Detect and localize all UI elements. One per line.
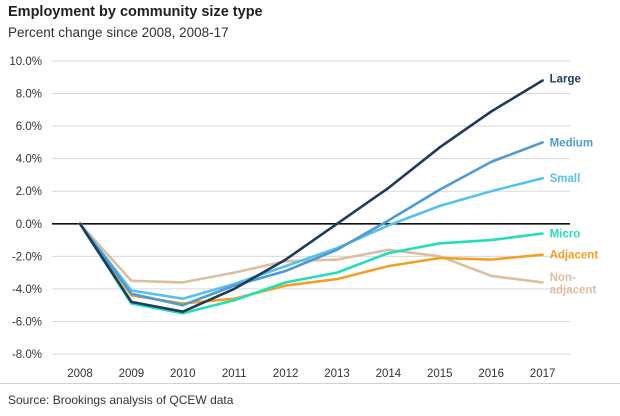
chart-title: Employment by community size type [8, 4, 263, 20]
x-tick-label: 2015 [427, 368, 453, 380]
y-tick-label: -8.0% [12, 349, 42, 361]
series-line-medium [78, 141, 544, 307]
source-divider [0, 383, 620, 384]
y-tick-label: 2.0% [16, 186, 42, 198]
series-line-non-adjacent [78, 222, 544, 284]
x-tick-label: 2014 [376, 368, 402, 380]
series-label-small: Small [550, 173, 581, 185]
series-line-adjacent [78, 222, 544, 305]
x-tick-label: 2012 [273, 368, 299, 380]
y-tick-label: 4.0% [16, 154, 42, 166]
x-tick-label: 2011 [222, 368, 247, 380]
y-tick-label: -6.0% [12, 316, 42, 328]
series-label-large: Large [550, 74, 581, 86]
x-tick-label: 2016 [478, 368, 504, 380]
y-tick-label: 8.0% [16, 89, 42, 101]
y-tick-label: 10.0% [9, 56, 42, 68]
series-line-small [78, 176, 544, 301]
y-tick-label: -2.0% [12, 251, 42, 263]
series-label-adjacent: Adjacent [550, 250, 599, 262]
x-tick-label: 2013 [324, 368, 350, 380]
series-label-medium: Medium [550, 137, 593, 149]
y-tick-label: -4.0% [12, 284, 42, 296]
x-tick-label: 2010 [170, 368, 196, 380]
y-tick-label: 0.0% [16, 219, 42, 231]
chart-subtitle: Percent change since 2008, 2008-17 [8, 25, 229, 40]
series-label-micro: Micro [550, 229, 581, 241]
x-tick-label: 2009 [119, 368, 145, 380]
series-label-non-adjacent: adjacent [550, 285, 597, 297]
y-tick-label: 6.0% [16, 121, 42, 133]
x-tick-label: 2008 [67, 368, 93, 380]
series-label-non-adjacent: Non- [550, 272, 576, 284]
series-line-micro [78, 222, 544, 315]
source-note: Source: Brookings analysis of QCEW data [8, 393, 234, 407]
x-tick-label: 2017 [530, 368, 556, 380]
series-line-large [78, 79, 544, 314]
